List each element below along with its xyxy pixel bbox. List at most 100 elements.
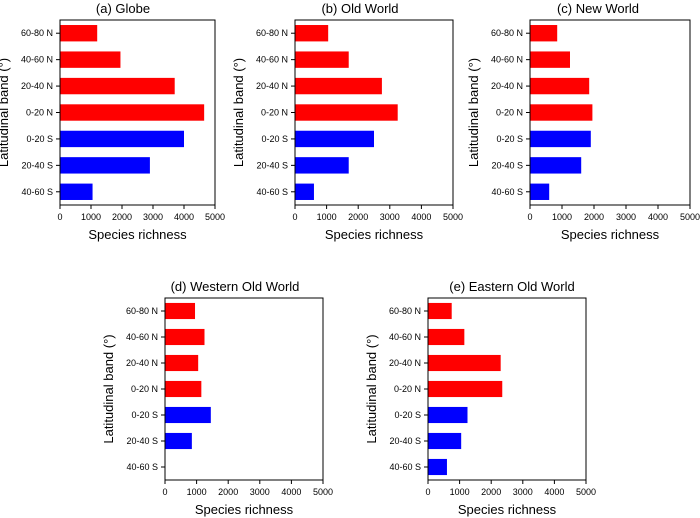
- panel-d-ylabel-1: 60-80 N: [126, 306, 158, 316]
- panel-c-bar-3: [530, 77, 590, 95]
- panel-d-yaxis-label: Latitudinal band (°): [101, 334, 116, 443]
- panel-e-ylabel-6: 20-40 S: [389, 436, 421, 446]
- panel-b-yaxis-label: Latitudinal band (°): [231, 58, 246, 167]
- panel-c-ylabel-4: 0-20 N: [496, 108, 523, 118]
- panel-b-ylabel-2: 40-60 N: [256, 55, 288, 65]
- panel-d-ylabel-7: 40-60 S: [126, 462, 158, 472]
- panel-b-xtick-label-4: 3000: [380, 212, 400, 222]
- panel-a-bar-7: [60, 183, 93, 200]
- panel-d-xtick-label-2: 1000: [187, 487, 207, 497]
- panel-d-ylabel-5: 0-20 S: [131, 410, 158, 420]
- panel-d-ylabel-4: 0-20 N: [131, 384, 158, 394]
- panel-c-ylabel-7: 40-60 S: [491, 187, 523, 197]
- panel-e-xtick-label-5: 4000: [544, 487, 564, 497]
- panel-e-ylabel-5: 0-20 S: [394, 410, 421, 420]
- panel-a-title: (a) Globe: [96, 1, 150, 16]
- panel-c-bar-2: [530, 51, 570, 68]
- panel-a-xtick-label-4: 3000: [143, 212, 163, 222]
- panel-c-ylabel-6: 20-40 S: [491, 160, 523, 170]
- panel-d-bar-6: [165, 432, 192, 450]
- panel-a-xtick-label-5: 4000: [174, 212, 194, 222]
- panel-c-ylabel-2: 40-60 N: [491, 55, 523, 65]
- panel-b-xtick-label-2: 1000: [317, 212, 337, 222]
- panel-c-bar-5: [530, 130, 591, 148]
- panel-b-bar-7: [295, 183, 314, 200]
- panel-d-bar-1: [165, 302, 196, 320]
- panel-a-ylabel-1: 60-80 N: [21, 28, 53, 38]
- panel-e-bar-5: [428, 406, 468, 424]
- panel-b-ylabel-7: 40-60 S: [256, 187, 288, 197]
- panel-d-bar-4: [165, 380, 202, 398]
- panel-c-xtick-label-1: 0: [527, 212, 532, 222]
- panel-c-xtick-label-6: 5000: [680, 212, 700, 222]
- panel-e-ylabel-2: 40-60 N: [389, 332, 421, 342]
- panel-a-xtick-label-6: 5000: [205, 212, 225, 222]
- panel-c-bar-1: [530, 25, 558, 42]
- panel-a-ylabel-5: 0-20 S: [26, 134, 53, 144]
- panel-e-xtick-label-6: 5000: [576, 487, 596, 497]
- panel-a-bar-4: [60, 104, 205, 121]
- panel-b-bar-1: [295, 25, 329, 42]
- panel-b-title: (b) Old World: [321, 1, 398, 16]
- panel-e-bar-6: [428, 432, 462, 450]
- panel-d-ylabel-2: 40-60 N: [126, 332, 158, 342]
- panel-b-xtick-label-6: 5000: [443, 212, 463, 222]
- panel-b-bar-3: [295, 77, 382, 95]
- panel-d-xaxis-label: Species richness: [195, 502, 294, 517]
- panel-b-xtick-label-1: 0: [292, 212, 297, 222]
- panel-b-ylabel-3: 20-40 N: [256, 81, 288, 91]
- panel-a-bar-3: [60, 77, 175, 95]
- panel-e-ylabel-4: 0-20 N: [394, 384, 421, 394]
- panel-b-ylabel-5: 0-20 S: [261, 134, 288, 144]
- panel-b-bar-6: [295, 157, 349, 174]
- panel-b-ylabel-1: 60-80 N: [256, 28, 288, 38]
- panel-d-xtick-label-1: 0: [162, 487, 167, 497]
- panel-e-bar-3: [428, 354, 501, 372]
- panel-c-xtick-label-2: 1000: [552, 212, 572, 222]
- panel-c-xtick-label-3: 2000: [584, 212, 604, 222]
- panel-d-xtick-label-3: 2000: [218, 487, 238, 497]
- panel-d-title: (d) Western Old World: [171, 279, 300, 294]
- panel-b-ylabel-6: 20-40 S: [256, 160, 288, 170]
- panel-e-ylabel-3: 20-40 N: [389, 358, 421, 368]
- panel-e-xtick-label-4: 3000: [513, 487, 533, 497]
- panel-a-xaxis-label: Species richness: [88, 227, 187, 242]
- panel-e-xtick-label-2: 1000: [450, 487, 470, 497]
- panel-d-bar-5: [165, 406, 211, 424]
- panel-a-ylabel-6: 20-40 S: [21, 160, 53, 170]
- panel-e-bar-1: [428, 302, 452, 320]
- panel-a-bar-5: [60, 130, 184, 148]
- panel-c-bar-6: [530, 157, 582, 174]
- panel-a-ylabel-7: 40-60 S: [21, 187, 53, 197]
- panel-d-xtick-label-4: 3000: [250, 487, 270, 497]
- panel-c-ylabel-5: 0-20 S: [496, 134, 523, 144]
- panel-c-xaxis-label: Species richness: [561, 227, 660, 242]
- panel-a-yaxis-label: Latitudinal band (°): [0, 58, 11, 167]
- panel-d-bar-3: [165, 354, 199, 372]
- panel-e-xaxis-label: Species richness: [458, 502, 557, 517]
- panel-c-yaxis-label: Latitudinal band (°): [466, 58, 481, 167]
- panel-e-ylabel-7: 40-60 S: [389, 462, 421, 472]
- panel-c-bar-4: [530, 104, 593, 121]
- panel-c-xtick-label-5: 4000: [648, 212, 668, 222]
- panel-c-bar-7: [530, 183, 550, 200]
- panel-b-bar-2: [295, 51, 349, 68]
- panel-d-ylabel-3: 20-40 N: [126, 358, 158, 368]
- panel-a-xtick-label-2: 1000: [81, 212, 101, 222]
- panel-b-xtick-label-5: 4000: [411, 212, 431, 222]
- panel-b-xaxis-label: Species richness: [325, 227, 424, 242]
- panel-c-ylabel-1: 60-80 N: [491, 28, 523, 38]
- panel-d-bar-2: [165, 328, 205, 346]
- panel-e-bar-2: [428, 328, 465, 346]
- panel-e-ylabel-1: 60-80 N: [389, 306, 421, 316]
- panel-a-ylabel-2: 40-60 N: [21, 55, 53, 65]
- panel-b-bar-5: [295, 130, 374, 148]
- panel-d-ylabel-6: 20-40 S: [126, 436, 158, 446]
- panel-d-xtick-label-6: 5000: [313, 487, 333, 497]
- panel-e-bar-4: [428, 380, 503, 398]
- panel-e-xtick-label-1: 0: [425, 487, 430, 497]
- panel-e-bar-7: [428, 458, 447, 476]
- panel-b-xtick-label-3: 2000: [348, 212, 368, 222]
- panel-c-xtick-label-4: 3000: [616, 212, 636, 222]
